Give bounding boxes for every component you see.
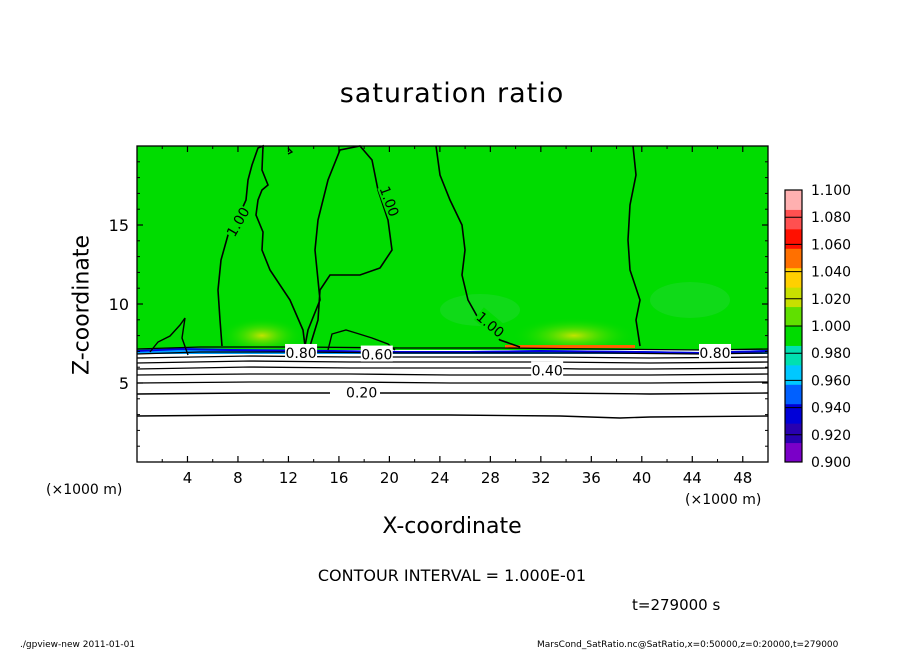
contour-line	[136, 366, 769, 370]
dry-region	[137, 354, 768, 462]
cloud-base-band	[505, 345, 635, 348]
contour-label-text: 0.60	[361, 348, 392, 364]
colorbar-swatch	[785, 306, 802, 327]
contour-label-text: 0.80	[699, 346, 730, 362]
colorbar-swatch	[785, 345, 802, 366]
contour-label-bg	[377, 183, 404, 219]
contour-label-bg	[222, 203, 253, 240]
contour-label-bg	[473, 307, 509, 341]
y-tick-label: 15	[109, 216, 129, 235]
colorbar-swatch	[785, 287, 802, 308]
x-tick-label: 8	[233, 469, 243, 487]
contour-line	[136, 381, 769, 384]
colorbar-label: 0.980	[811, 346, 851, 362]
field-highlight	[440, 294, 520, 326]
x-tick-label: 32	[531, 469, 550, 487]
contour-label: 0.20	[345, 383, 378, 401]
contour-label-bg	[698, 343, 731, 360]
x-tick-label: 12	[279, 469, 298, 487]
colorbar-label: 1.080	[811, 210, 851, 226]
y-tick-label: 5	[119, 374, 129, 393]
colorbar-label: 1.040	[811, 265, 851, 281]
plot-area	[136, 144, 769, 463]
colorbar-swatch	[785, 190, 802, 210]
contour-line	[627, 145, 641, 347]
y-axis-label: Z-coordinate	[69, 235, 95, 375]
x-axis-unit: (×1000 m)	[685, 492, 762, 508]
contour-line	[136, 373, 769, 376]
x-tick-label: 40	[632, 469, 651, 487]
time-label: t=279000 s	[632, 596, 721, 614]
colorbar-swatch	[785, 384, 802, 405]
field-highlight	[650, 282, 730, 318]
colorbar-swatch	[785, 442, 802, 463]
colorbar-swatch	[785, 326, 802, 346]
contour-label: 0.80	[698, 343, 731, 362]
contour-label: 0.40	[531, 361, 564, 379]
footer-left: ./gpview-new 2011-01-01	[20, 640, 136, 650]
footer-right: MarsCond_SatRatio.nc@SatRatio,x=0:50000,…	[537, 640, 839, 650]
colorbar-swatch	[785, 248, 802, 269]
chart-title: saturation ratio	[339, 78, 565, 109]
contour-line	[149, 317, 189, 356]
contour-line	[136, 360, 769, 364]
contour-label: 0.60	[360, 345, 393, 364]
x-tick-label: 48	[733, 469, 752, 487]
contour-label-text: 0.20	[346, 385, 377, 401]
x-tick-label: 36	[582, 469, 601, 487]
contour-line	[217, 144, 306, 347]
contour-label-text: 0.40	[532, 363, 563, 379]
colorbar: 0.900 0.920 0.940 0.960 0.980 1.000 1.020 1.040…	[784, 183, 851, 471]
field-highlight	[220, 314, 304, 350]
colorbar-swatch	[785, 228, 802, 249]
contour-interval: CONTOUR INTERVAL = 1.000E-01	[317, 566, 587, 585]
x-tick-label: 16	[329, 469, 348, 487]
contour-label: 0.80	[285, 343, 318, 362]
blue-edge-line	[136, 347, 769, 355]
contour-line	[136, 392, 769, 395]
colorbar-label: 0.900	[811, 455, 851, 471]
colorbar-swatch	[785, 364, 802, 385]
x-tick-label: 20	[380, 469, 399, 487]
colorbar-label: 1.000	[811, 319, 851, 335]
contour-label-text: 0.80	[285, 346, 316, 362]
contour-label-bg	[285, 343, 318, 360]
y-axis-ticks: 5 10 15	[109, 161, 768, 447]
y-tick-label: 10	[109, 295, 129, 314]
colorbar-label: 1.100	[811, 183, 851, 199]
x-axis-label: X-coordinate	[382, 514, 522, 539]
field-highlight	[512, 314, 636, 350]
colorbar-swatch	[785, 403, 802, 424]
x-axis-ticks: 4 8 12 16 20 24 28 32 36 40 44 48	[161, 146, 752, 487]
z-axis-unit: (×1000 m)	[46, 482, 123, 498]
contour-line	[304, 145, 393, 347]
contour-line	[287, 147, 294, 155]
colorbar-label: 1.020	[811, 292, 851, 308]
contour-label-bg	[360, 345, 393, 362]
colorbar-swatch	[785, 209, 802, 230]
contour-line	[136, 414, 769, 419]
contour-label-bg	[345, 383, 378, 400]
contour-line	[327, 329, 396, 351]
x-tick-label: 24	[430, 469, 449, 487]
x-tick-label: 44	[683, 469, 702, 487]
x-tick-label: 28	[481, 469, 500, 487]
colorbar-swatch	[785, 267, 802, 288]
colorbar-label: 1.060	[811, 237, 851, 253]
contour-line	[136, 355, 769, 359]
colorbar-label: 0.940	[811, 401, 851, 417]
contour-label-bg	[531, 361, 564, 378]
colorbar-label: 0.960	[811, 373, 851, 389]
x-tick-label: 4	[183, 469, 193, 487]
contour-line	[136, 346, 769, 351]
colorbar-swatch	[785, 423, 802, 444]
contour-line	[136, 351, 769, 355]
colorbar-label: 0.920	[811, 428, 851, 444]
